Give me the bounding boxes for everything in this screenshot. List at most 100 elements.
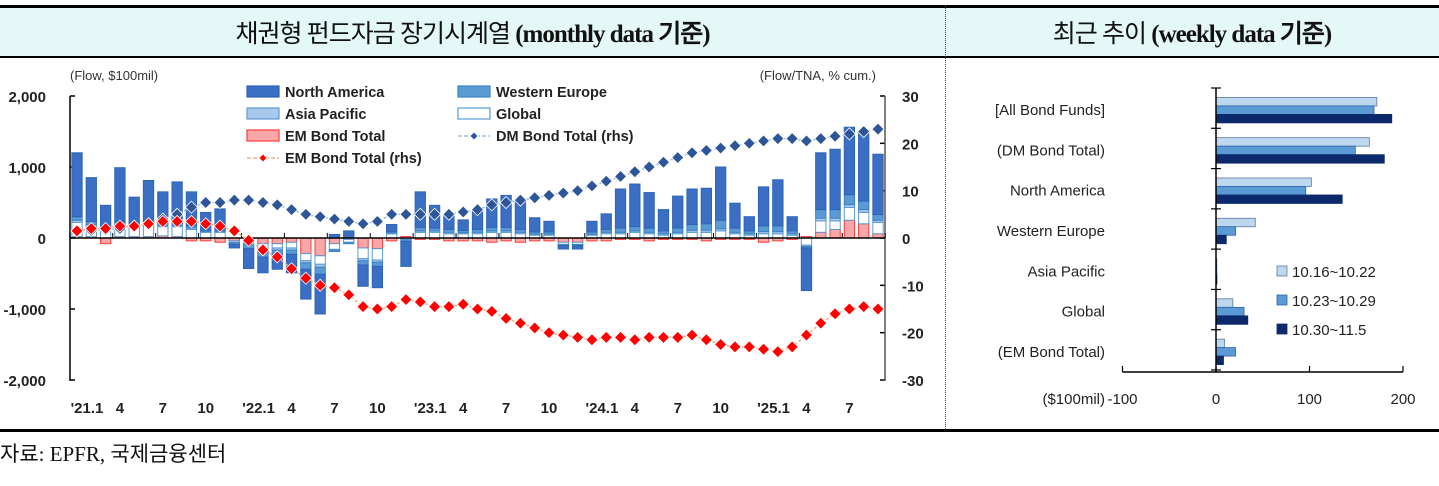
em-bond-marker <box>857 300 871 314</box>
x-tick-label: '25.1 <box>757 400 790 417</box>
bar-western-europe <box>815 209 827 219</box>
legend-item: 10.16~10.22 <box>1276 264 1376 281</box>
legend-label: 10.30~11.5 <box>1292 322 1366 339</box>
bar-global <box>328 243 341 250</box>
bar-north-america <box>400 241 412 267</box>
bar-north-america <box>242 248 255 270</box>
dm-bond-marker <box>256 195 270 210</box>
bar-10-30-11-5 <box>1215 315 1249 325</box>
em-bond-marker <box>256 243 270 257</box>
dm-bond-marker <box>828 129 842 143</box>
bar-north-america <box>343 230 355 239</box>
dm-bond-marker <box>714 141 728 155</box>
legend-em-bond-total: EM Bond Total <box>246 129 385 145</box>
em-bond-marker <box>799 328 814 342</box>
em-bond-marker <box>99 221 113 236</box>
category-label: Asia Pacific <box>1027 263 1105 280</box>
em-bond-marker <box>184 214 198 228</box>
dm-bond-marker <box>313 210 327 224</box>
dm-bond-marker <box>599 174 613 188</box>
em-bond-marker <box>528 321 542 335</box>
dm-bond-marker <box>342 214 356 228</box>
x-tick-label: 10 <box>541 400 558 417</box>
y2-tick-label: 20 <box>902 136 919 153</box>
x-tick-label: 4 <box>802 400 811 417</box>
x-tick-label: 7 <box>159 400 167 417</box>
em-bond-marker <box>785 340 799 354</box>
bar-global <box>371 248 384 261</box>
em-bond-marker <box>513 316 527 330</box>
dm-bond-marker <box>499 195 513 210</box>
category-label: North America <box>1010 183 1106 200</box>
bar-global <box>872 221 884 235</box>
bar-north-america <box>386 224 398 233</box>
category-label: (EM Bond Total) <box>998 344 1105 361</box>
em-bond-marker <box>671 330 685 344</box>
em-bond-marker <box>628 333 642 347</box>
dm-bond-marker <box>857 124 871 139</box>
bar-10-16-10-22 <box>1215 217 1256 228</box>
bar-10-23-10-29 <box>1215 347 1237 357</box>
bar-western-europe <box>715 219 727 230</box>
bar-western-europe <box>357 260 369 266</box>
x-tick-label: 4 <box>287 400 296 417</box>
legend-label: North America <box>285 85 385 101</box>
em-bond-marker <box>227 224 241 238</box>
legend-asia-pacific: Asia Pacific <box>246 107 366 123</box>
dm-bond-marker <box>842 127 856 141</box>
bar-western-europe <box>343 242 355 245</box>
dm-bond-marker <box>199 195 213 210</box>
y-tick-label: -2,000 <box>3 373 46 390</box>
dm-bond-marker <box>571 184 585 198</box>
bar-em-bond <box>99 237 112 245</box>
em-bond-marker <box>485 304 499 318</box>
bar-north-america <box>614 188 627 229</box>
bar-western-europe <box>328 249 341 252</box>
dm-bond-marker <box>628 165 642 179</box>
dm-bond-marker <box>356 217 370 231</box>
bar-global <box>686 231 698 239</box>
dm-bond-marker <box>485 198 499 212</box>
source-note: 자료: EPFR, 국제금융센터 <box>0 442 227 466</box>
em-bond-marker <box>728 340 742 354</box>
bar-global <box>500 231 512 239</box>
legend-swatch <box>457 85 491 98</box>
em-bond-marker <box>714 337 728 352</box>
bar-north-america <box>257 256 269 274</box>
category-label: [All Bond Funds] <box>995 102 1105 119</box>
dm-bond-marker <box>542 188 556 202</box>
dm-bond-marker <box>370 214 384 228</box>
bar-western-europe <box>614 227 627 233</box>
legend-swatch <box>457 107 491 120</box>
bar-western-europe <box>729 227 741 233</box>
bar-western-europe <box>629 226 641 232</box>
x-tick-label: 10 <box>712 400 729 417</box>
bar-north-america <box>700 187 713 225</box>
left-title-ko: 채권형 펀드자금 장기시계열 <box>235 21 511 48</box>
left-chart-header: 채권형 펀드자금 장기시계열 (monthly data 기준) <box>0 5 945 58</box>
em-bond-marker <box>141 217 156 231</box>
bar-north-america <box>743 216 755 232</box>
x-tick-label: -100 <box>1107 391 1137 408</box>
em-bond-marker <box>113 219 127 233</box>
y2-tick-label: 10 <box>902 184 919 201</box>
bar-north-america <box>142 179 155 223</box>
dm-bond-marker <box>284 203 299 217</box>
bar-global <box>300 253 312 262</box>
bar-global <box>157 226 169 237</box>
dm-bond-marker <box>413 207 427 221</box>
bar-10-23-10-29 <box>1215 145 1356 156</box>
bar-western-europe <box>700 223 713 231</box>
dm-bond-marker <box>699 143 713 157</box>
category-label: (DM Bond Total) <box>997 142 1105 159</box>
bar-em-bond <box>271 237 283 245</box>
bottom-rule <box>0 429 1439 432</box>
dm-bond-marker <box>456 205 470 219</box>
bar-10-30-11-5 <box>1215 234 1227 245</box>
bar-western-europe <box>686 224 698 231</box>
em-bond-marker <box>871 302 885 316</box>
em-bond-marker <box>156 214 170 228</box>
em-bond-marker <box>213 219 227 233</box>
legend-swatch <box>246 85 280 98</box>
bar-em-bond <box>357 237 369 249</box>
